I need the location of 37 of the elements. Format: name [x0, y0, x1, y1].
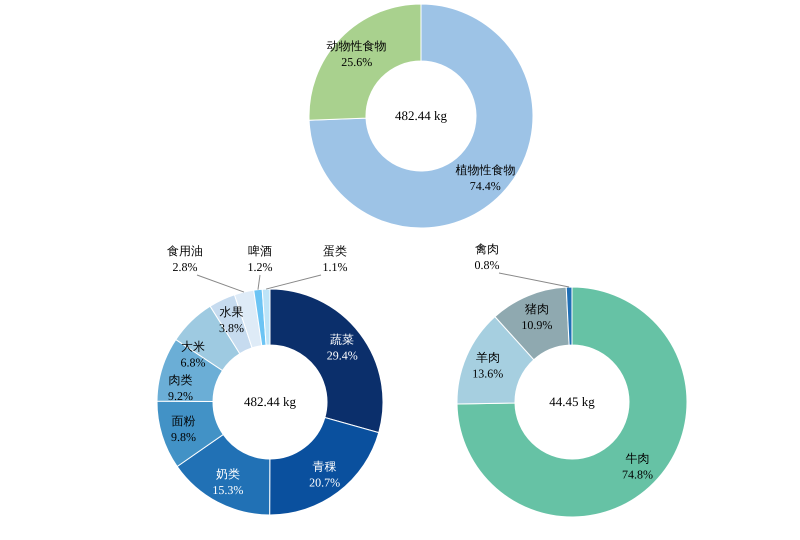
slice-label: 猪肉 [524, 302, 549, 316]
donut-slice [308, 4, 534, 228]
data-label: 25.6% [341, 55, 372, 70]
slice-label: 啤酒 [248, 244, 272, 258]
data-label: 74.4% [470, 178, 501, 193]
slice-label: 蔬菜 [330, 332, 354, 346]
data-label: 3.8% [218, 321, 244, 336]
data-label: 2.8% [172, 260, 198, 274]
slice-label: 牛肉 [625, 451, 650, 466]
slice-label: 大米 [180, 339, 205, 354]
text: 482.44 kg [395, 108, 448, 123]
slice-label: 面粉 [171, 414, 196, 428]
text: 44.45 kg [549, 394, 596, 409]
slice-label: 禽肉 [475, 242, 499, 256]
data-label: 9.2% [168, 388, 194, 403]
slice-label: 动物性食物 [326, 39, 387, 54]
donut-slice [456, 286, 688, 518]
slice-label: 植物性食物 [455, 162, 516, 177]
data-label: 1.2% [248, 260, 272, 274]
data-label: 10.9% [521, 318, 552, 332]
data-label: 20.7% [309, 475, 340, 490]
text: 482.44 kg [244, 394, 296, 409]
slice-label: 食用油 [167, 244, 203, 258]
slice-label: 蛋类 [323, 244, 347, 258]
data-label: 1.1% [322, 260, 348, 274]
data-label: 74.8% [622, 467, 653, 482]
data-label: 0.8% [474, 258, 500, 272]
data-label: 29.4% [326, 348, 358, 362]
data-label: 15.3% [212, 483, 244, 498]
data-label: 9.8% [170, 430, 196, 444]
slice-label: 肉类 [168, 372, 193, 387]
slice-label: 水果 [219, 305, 244, 320]
data-label: 6.8% [180, 355, 206, 370]
data-label: 13.6% [472, 366, 504, 380]
slice-label: 奶类 [216, 467, 240, 482]
slice-label: 青稞 [312, 459, 337, 474]
slice-label: 羊肉 [476, 350, 500, 364]
